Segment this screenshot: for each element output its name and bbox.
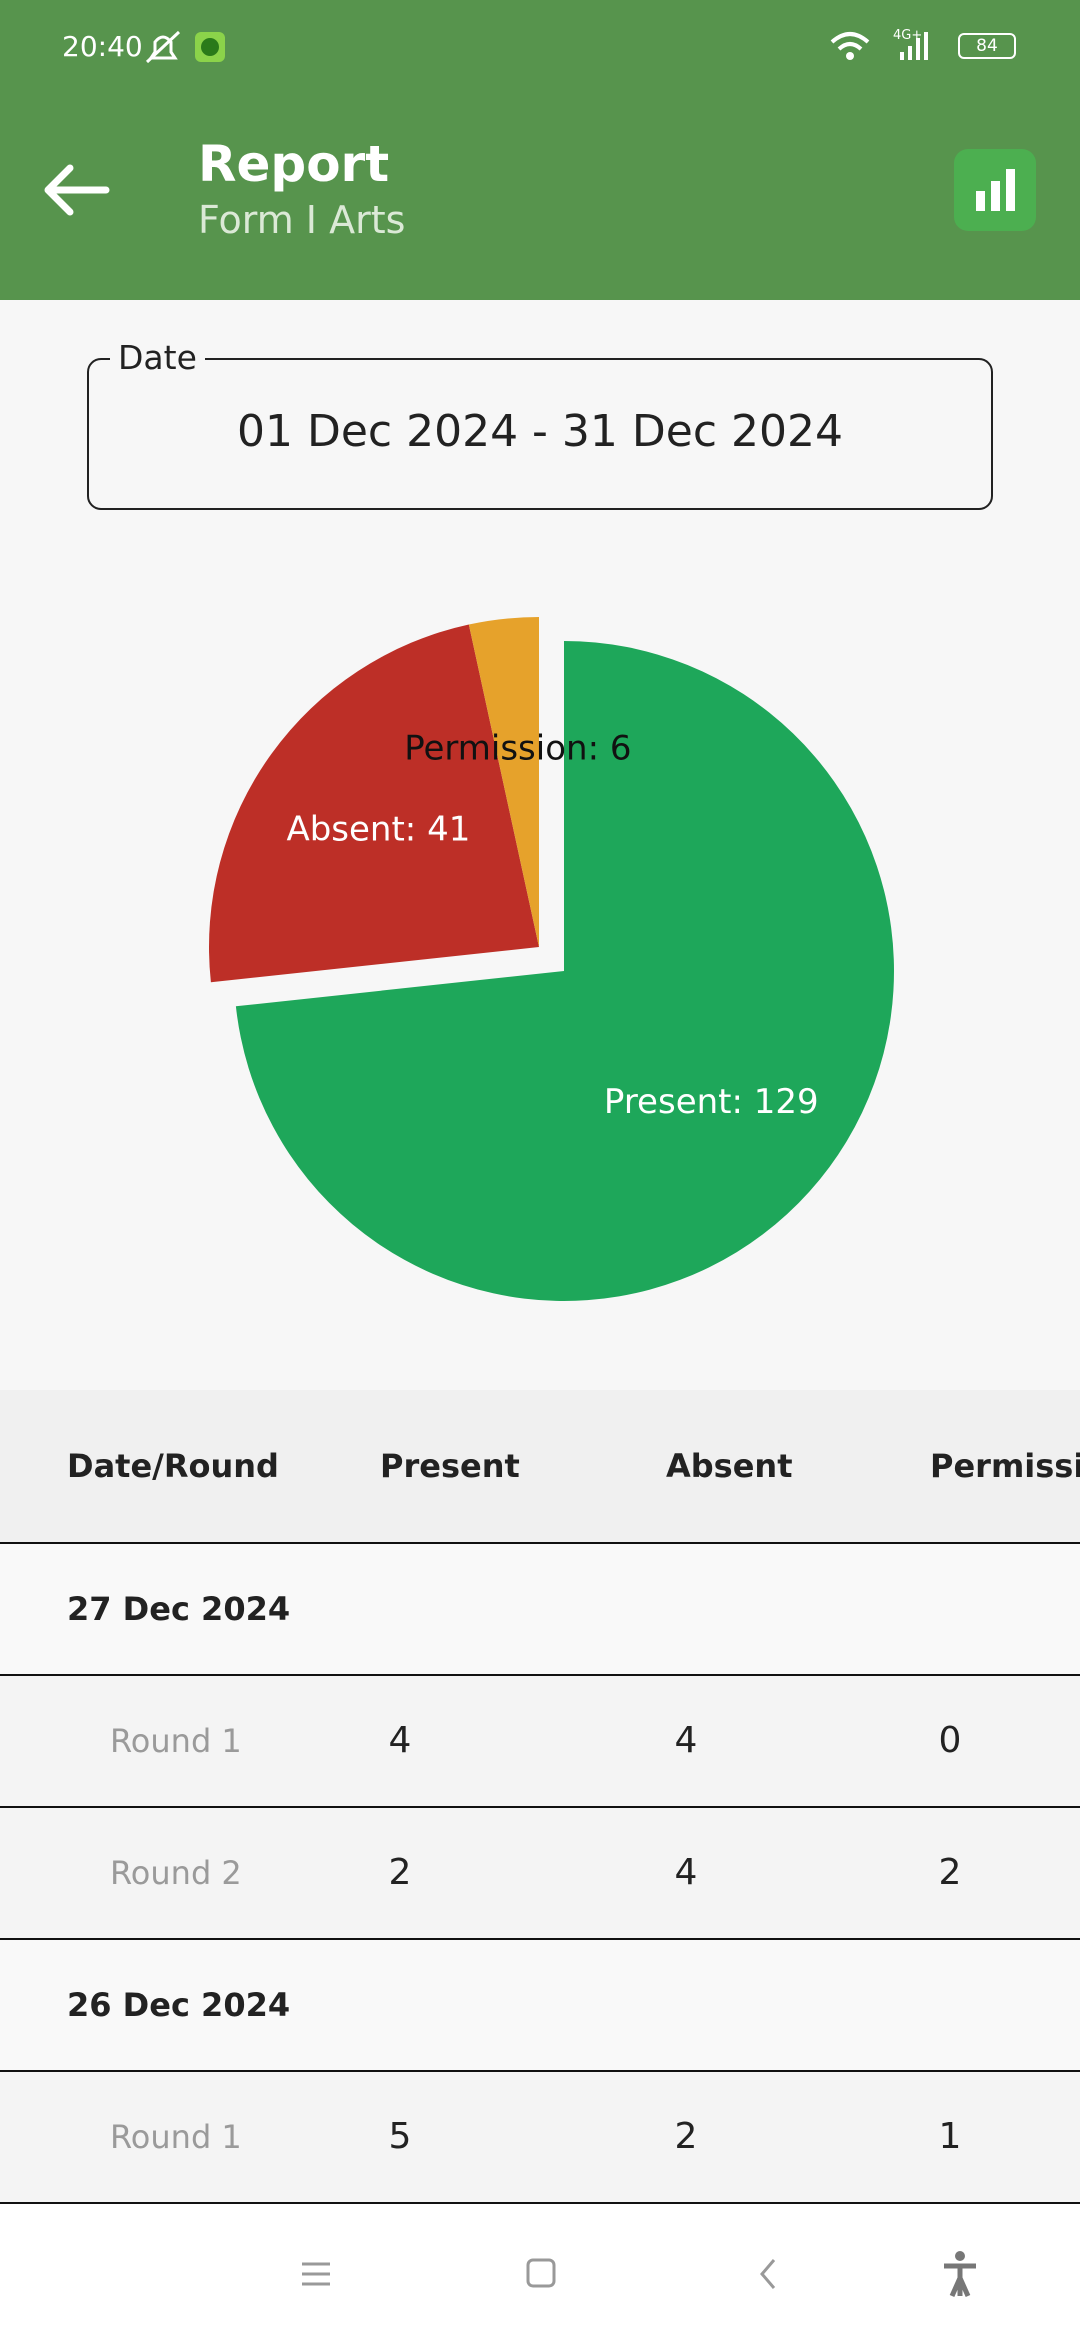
pie-slice [235,641,894,1301]
nav-bar [0,2204,1080,2340]
table-header: Date/Round Present Absent Permission [0,1390,1080,1544]
round-cell: Round 1 [110,1722,242,1760]
app-bar: 20:40 4G+ 84 Report Form I Arts [0,0,1080,300]
date-row: 26 Dec 2024 [0,1940,1080,2072]
signal-icons [830,32,928,60]
date-value: 01 Dec 2024 - 31 Dec 2024 [236,406,843,457]
date-row: 27 Dec 2024 [0,1544,1080,1676]
chart-button[interactable] [954,149,1036,231]
date-label: Date [110,338,205,377]
subtitle: Form I Arts [198,198,406,242]
slice-label: Absent: 41 [286,810,470,850]
pie-chart: Present: 129 Absent: 41 Permission: 6 [208,617,894,1301]
column-header: Present [380,1447,520,1485]
date-field[interactable] [87,358,993,510]
back-button[interactable] [40,160,115,220]
slice-label: Permission: 6 [404,729,631,769]
network-type: 4G+ [893,28,923,43]
column-header: Absent [666,1447,793,1485]
date-cell: 26 Dec 2024 [67,1986,291,2024]
battery: 84 [958,33,1016,59]
date-cell: 27 Dec 2024 [67,1590,291,1628]
status-icons-left [145,30,225,64]
pie-slice [208,624,539,983]
slice-label: Present: 129 [604,1082,819,1122]
round-cell: Round 2 [110,1854,242,1892]
round-cell: Round 1 [110,2118,242,2156]
column-header: Date/Round [67,1447,279,1485]
pie-slice [468,617,539,947]
status-time: 20:40 [62,30,143,63]
report-table: Date/Round Present Absent Permission 27 Dec … [0,1390,1080,2204]
column-header: Permission [930,1447,1080,1485]
title: Report [198,135,390,193]
